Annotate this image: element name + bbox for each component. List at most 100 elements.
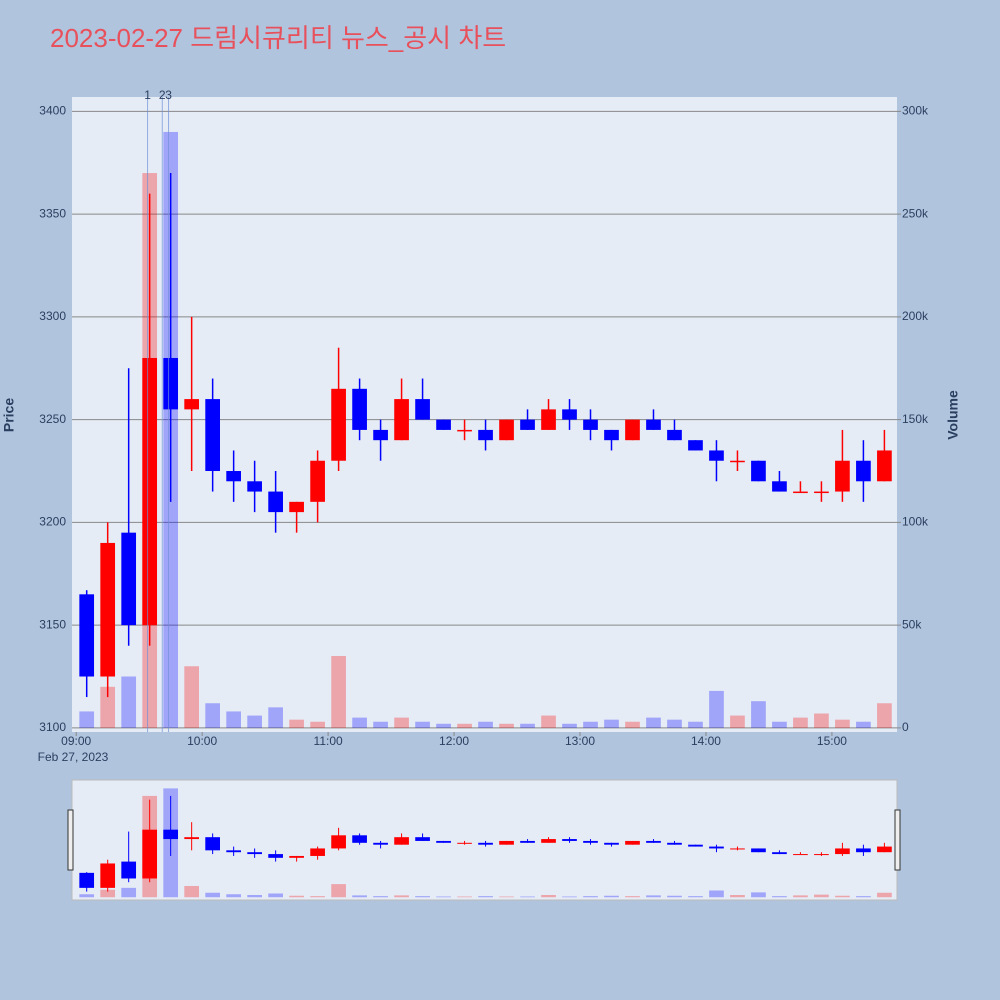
- candle-body: [730, 460, 745, 463]
- y-axis-title: Price: [1, 398, 17, 432]
- slider-candle-body: [835, 848, 850, 855]
- candle-body: [121, 532, 137, 626]
- slider-candle-body: [604, 842, 619, 845]
- slider-volume-bar: [877, 892, 892, 898]
- slider-candle-body: [646, 840, 661, 843]
- slider-volume-bar: [814, 894, 829, 898]
- y2-tick-label: 150k: [902, 412, 929, 426]
- slider-volume-bar: [541, 894, 556, 898]
- candle-body: [499, 419, 514, 441]
- volume-bar: [730, 715, 745, 728]
- x-tick-label: 10:00: [187, 734, 217, 748]
- plot-area: [72, 97, 897, 732]
- x-tick-label: 11:00: [314, 734, 343, 748]
- slider-volume-bar: [184, 885, 200, 898]
- candle-body: [856, 460, 871, 482]
- y2-tick-label: 0: [902, 720, 909, 734]
- slider-candle-body: [625, 840, 640, 845]
- volume-bar: [667, 719, 682, 728]
- news-marker-label: 3: [165, 88, 172, 102]
- candle-body: [688, 440, 703, 451]
- range-handle-right[interactable]: [894, 809, 901, 871]
- volume-bar: [352, 717, 367, 728]
- y2-tick-label: 50k: [902, 617, 922, 631]
- range-handle-left[interactable]: [67, 809, 74, 871]
- slider-volume-bar: [667, 895, 682, 898]
- slider-candle-body: [121, 861, 137, 879]
- slider-volume-bar: [583, 896, 598, 898]
- volume-bar: [394, 717, 409, 728]
- slider-volume-bar: [331, 884, 346, 898]
- candle-body: [667, 429, 682, 441]
- slider-candle-body: [436, 840, 451, 843]
- candle-body: [352, 388, 367, 430]
- slider-volume-bar: [856, 896, 871, 898]
- news-marker-label: 1: [144, 88, 151, 102]
- candle-body: [709, 450, 724, 461]
- slider-volume-bar: [226, 894, 241, 898]
- y-tick-label: 3100: [39, 720, 66, 734]
- y2-tick-label: 100k: [902, 515, 929, 529]
- slider-volume-bar: [247, 894, 262, 898]
- slider-candle-body: [667, 842, 682, 845]
- volume-bar: [289, 719, 304, 728]
- candle-body: [772, 481, 787, 492]
- candle-body: [436, 419, 451, 430]
- slider-candle-body: [541, 839, 556, 843]
- slider-candle-body: [415, 837, 430, 841]
- candle-body: [877, 450, 892, 482]
- volume-bar: [877, 703, 892, 728]
- volume-bar: [709, 690, 724, 728]
- x-tick-label: 13:00: [565, 734, 595, 748]
- slider-volume-bar: [121, 887, 137, 898]
- volume-bar: [856, 721, 871, 728]
- candle-body: [226, 471, 241, 482]
- slider-candle-body: [100, 863, 116, 888]
- candle-body: [310, 460, 325, 502]
- y-tick-label: 3150: [39, 617, 66, 631]
- slider-volume-bar: [310, 896, 325, 898]
- volume-bar: [436, 723, 451, 728]
- x-tick-label: 15:00: [817, 734, 847, 748]
- slider-volume-bar: [772, 896, 787, 898]
- candle-body: [142, 357, 158, 626]
- candle-body: [478, 429, 493, 441]
- slider-volume-bar: [835, 895, 850, 898]
- volume-bar: [373, 721, 388, 728]
- candle-body: [331, 388, 346, 461]
- y2-tick-label: 250k: [902, 206, 929, 220]
- slider-candle-body: [163, 829, 179, 840]
- slider-volume-bar: [205, 892, 220, 898]
- volume-bar: [646, 717, 661, 728]
- y2-tick-label: 300k: [902, 104, 929, 118]
- slider-volume-bar: [352, 895, 367, 898]
- candle-body: [247, 481, 262, 492]
- slider-volume-bar: [79, 894, 95, 898]
- volume-bar: [793, 717, 808, 728]
- slider-candle-body: [268, 854, 283, 858]
- slider-candle-body: [772, 852, 787, 855]
- volume-bar: [226, 711, 241, 728]
- slider-volume-bar: [394, 895, 409, 898]
- slider-candle-body: [520, 840, 535, 843]
- range-slider[interactable]: [71, 779, 898, 901]
- slider-volume-bar: [415, 896, 430, 898]
- volume-bar: [478, 721, 493, 728]
- volume-bar: [184, 666, 200, 728]
- slider-volume-bar: [604, 895, 619, 898]
- y-tick-label: 3350: [39, 206, 66, 220]
- candle-body: [583, 419, 598, 430]
- volume-bar: [772, 721, 787, 728]
- slider-volume-bar: [793, 895, 808, 898]
- slider-candle-body: [289, 855, 304, 858]
- slider-volume-bar: [436, 896, 451, 898]
- volume-bar: [604, 719, 619, 728]
- candle-body: [541, 409, 556, 430]
- volume-bar: [121, 676, 137, 728]
- slider-candle-body: [709, 846, 724, 849]
- candle-body: [604, 429, 619, 441]
- slider-volume-bar: [100, 889, 116, 898]
- candle-body: [373, 429, 388, 441]
- volume-bar: [268, 707, 283, 728]
